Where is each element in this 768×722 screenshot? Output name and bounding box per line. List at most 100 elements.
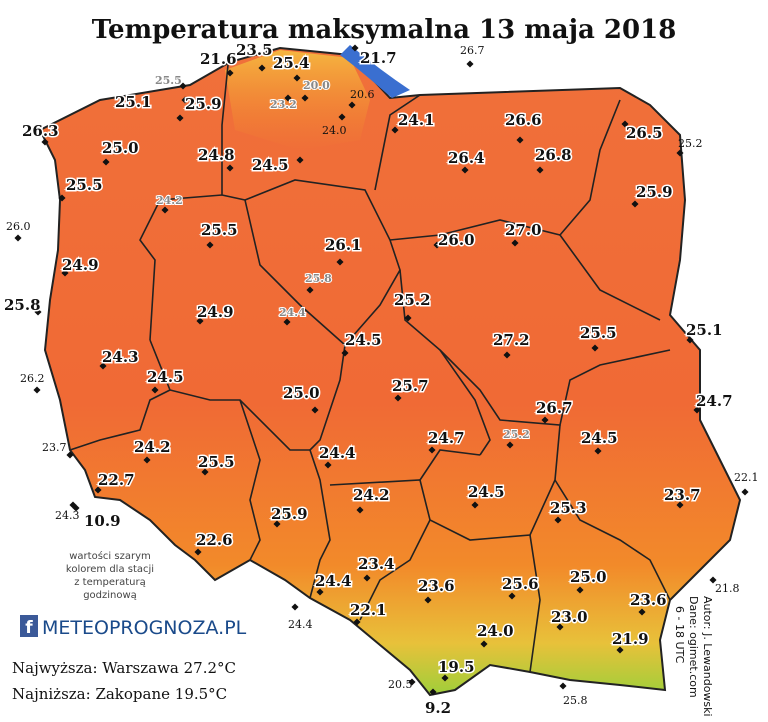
station-marker [206, 241, 214, 249]
station-value: 24.4 [279, 306, 306, 319]
station-marker [631, 200, 639, 208]
station-value: 26.7 [536, 399, 573, 417]
credits: Autor: J. Lewandowski Dane: ogimet.com 6… [673, 596, 714, 717]
coastal-zone [225, 50, 370, 150]
station-marker [291, 603, 299, 611]
station-marker [591, 344, 599, 352]
station-value: 24.4 [319, 444, 356, 462]
station-marker [14, 234, 22, 242]
station-value: 25.8 [4, 296, 41, 314]
station-value: 26.1 [325, 236, 362, 254]
note-line: kolorem dla stacji [66, 564, 154, 575]
station-marker [306, 286, 314, 294]
station-marker [511, 239, 519, 247]
station-marker [638, 608, 646, 616]
station-value: 25.1 [115, 93, 152, 111]
station-value: 24.2 [156, 194, 183, 207]
station-value: 24.3 [102, 348, 139, 366]
station-marker [363, 574, 371, 582]
station-value: 26.3 [22, 122, 59, 140]
station-marker [69, 501, 77, 509]
station-value: 26.2 [20, 372, 45, 385]
station-value: 23.7 [42, 441, 67, 454]
station-marker [34, 308, 42, 316]
station-marker [296, 156, 304, 164]
station-marker [151, 386, 159, 394]
station-value: 26.4 [448, 149, 485, 167]
station-value: 24.4 [315, 572, 352, 590]
station-value: 24.5 [468, 483, 505, 501]
station-marker [594, 447, 602, 455]
station-value: 22.6 [196, 531, 233, 549]
note-line: wartości szarym [69, 550, 150, 562]
station-value: 25.8 [563, 694, 588, 707]
station-marker [226, 164, 234, 172]
station-value: 25.2 [394, 291, 431, 309]
station-marker [316, 588, 324, 596]
station-marker [41, 138, 49, 146]
station-value: 25.3 [550, 499, 587, 517]
station-marker [471, 501, 479, 509]
station-value: 22.1 [350, 601, 387, 619]
station-marker [196, 317, 204, 325]
station-value: 26.7 [460, 44, 485, 57]
station-value: 9.2 [425, 699, 451, 717]
station-value: 23.4 [358, 555, 395, 573]
station-marker [686, 336, 694, 344]
map-title: Temperatura maksymalna 13 maja 2018 [92, 15, 677, 45]
station-value: 19.5 [438, 658, 475, 676]
station-value: 25.5 [66, 176, 103, 194]
station-value: 24.8 [198, 146, 235, 164]
station-marker [351, 44, 359, 52]
credit-author: Autor: J. Lewandowski [701, 596, 714, 717]
station-value: 24.0 [477, 622, 514, 640]
station-marker [283, 318, 291, 326]
station-value: 22.7 [98, 471, 135, 489]
note-line: godzinową [83, 590, 137, 601]
sea [340, 45, 410, 98]
station-value: 26.0 [6, 220, 31, 233]
station-value: 23.2 [270, 98, 297, 111]
station-value: 26.0 [438, 231, 475, 249]
station-value: 26.5 [626, 124, 663, 142]
station-value: 25.1 [686, 321, 723, 339]
station-marker [441, 674, 449, 682]
station-value: 24.1 [398, 111, 435, 129]
station-marker [709, 576, 717, 584]
station-marker [161, 206, 169, 214]
station-marker [94, 486, 102, 494]
station-marker [576, 586, 584, 594]
station-marker [324, 461, 332, 469]
station-value: 26.6 [505, 111, 542, 129]
station-value: 24.0 [322, 124, 347, 137]
station-value: 25.0 [102, 139, 139, 157]
station-value: 25.5 [201, 221, 238, 239]
stations: 21.6 23.525.4 21.7 25.1 25.9 26.3 24.1 26.6 26.5… [3, 40, 759, 719]
station-marker [341, 349, 349, 357]
station-value: 24.4 [288, 618, 313, 631]
station-marker [516, 136, 524, 144]
station-value: 25.9 [185, 95, 222, 113]
logo-text: METEOPROGNOZA.PL [42, 617, 247, 639]
station-marker [676, 149, 684, 157]
country-area [38, 46, 742, 697]
station-marker [176, 114, 184, 122]
station-marker [201, 468, 209, 476]
station-value: 20.6 [350, 88, 375, 101]
station-value: 25.4 [273, 54, 310, 72]
station-marker [293, 74, 301, 82]
station-value: 23.5 [236, 41, 273, 59]
credit-source: Dane: ogimet.com [687, 596, 700, 698]
station-value: 10.9 [84, 512, 121, 530]
station-marker [554, 516, 562, 524]
station-marker [33, 386, 41, 394]
station-marker [404, 314, 412, 322]
station-marker [311, 406, 319, 414]
region-borders [69, 64, 671, 673]
station-value: 24.5 [345, 331, 382, 349]
station-marker [284, 94, 292, 102]
station-value: 25.9 [636, 183, 673, 201]
station-value: 25.7 [392, 377, 429, 395]
station-marker [429, 688, 437, 696]
